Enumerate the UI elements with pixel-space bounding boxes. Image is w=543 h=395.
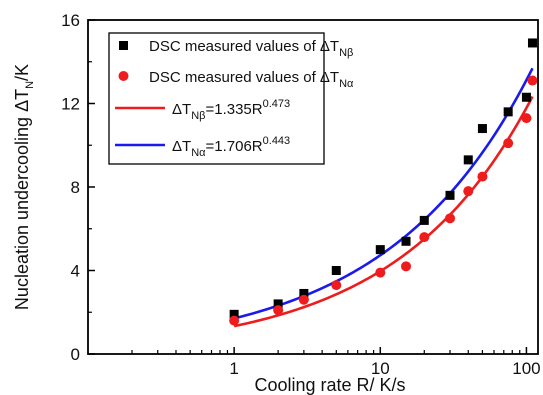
y-tick-label: 12	[61, 95, 80, 114]
data-point-square	[273, 299, 283, 309]
data-point-circle	[298, 294, 309, 305]
legend-marker-square	[119, 41, 128, 50]
data-point-square	[445, 190, 455, 200]
legend: DSC measured values of ΔTNβ DSC measured…	[108, 32, 354, 165]
legend-entry-beta-fit: ΔTNβ=1.335R0.473	[172, 98, 290, 122]
y-tick-label: 8	[71, 178, 80, 197]
data-point-square	[331, 266, 341, 275]
axis-ticks: 1 10 100 0 4 8 12 16	[61, 11, 541, 378]
data-point-square	[527, 38, 537, 48]
data-point-square	[419, 215, 429, 225]
data-point-circle	[477, 171, 488, 182]
legend-entry-alpha-points: DSC measured values of ΔTNα	[149, 69, 354, 90]
x-tick-label: 10	[371, 359, 390, 378]
data-point-circle	[521, 113, 532, 124]
data-point-square	[477, 124, 487, 134]
y-tick-label: 0	[71, 345, 80, 364]
x-axis-title: Cooling rate R/ K/s	[254, 375, 405, 395]
data-point-circle	[527, 75, 538, 86]
data-point-circle	[375, 267, 386, 278]
data-point-circle	[445, 213, 456, 224]
data-points	[229, 38, 538, 326]
data-point-circle	[401, 261, 412, 272]
legend-marker-circle	[118, 71, 129, 81]
data-point-square	[521, 92, 531, 102]
data-point-circle	[419, 232, 430, 243]
data-point-square	[229, 309, 239, 319]
legend-entry-alpha-fit: ΔTNα=1.706R0.443	[172, 135, 290, 159]
data-point-circle	[273, 305, 284, 316]
data-point-circle	[229, 315, 240, 326]
y-tick-label: 4	[71, 262, 80, 281]
y-axis-title: Nucleation undercooling ΔTN/K	[12, 64, 36, 310]
data-point-square	[463, 155, 473, 165]
data-point-square	[503, 107, 513, 117]
data-point-circle	[331, 280, 342, 291]
x-tick-label: 1	[229, 359, 238, 378]
y-tick-label: 16	[61, 11, 80, 30]
legend-entry-beta-points: DSC measured values of ΔTNβ	[149, 38, 353, 59]
data-point-square	[299, 288, 309, 298]
data-point-circle	[503, 138, 514, 149]
data-point-circle	[463, 186, 474, 197]
data-point-square	[375, 245, 385, 255]
data-point-square	[401, 236, 411, 246]
legend-box	[108, 32, 325, 165]
x-tick-label: 100	[512, 359, 540, 378]
